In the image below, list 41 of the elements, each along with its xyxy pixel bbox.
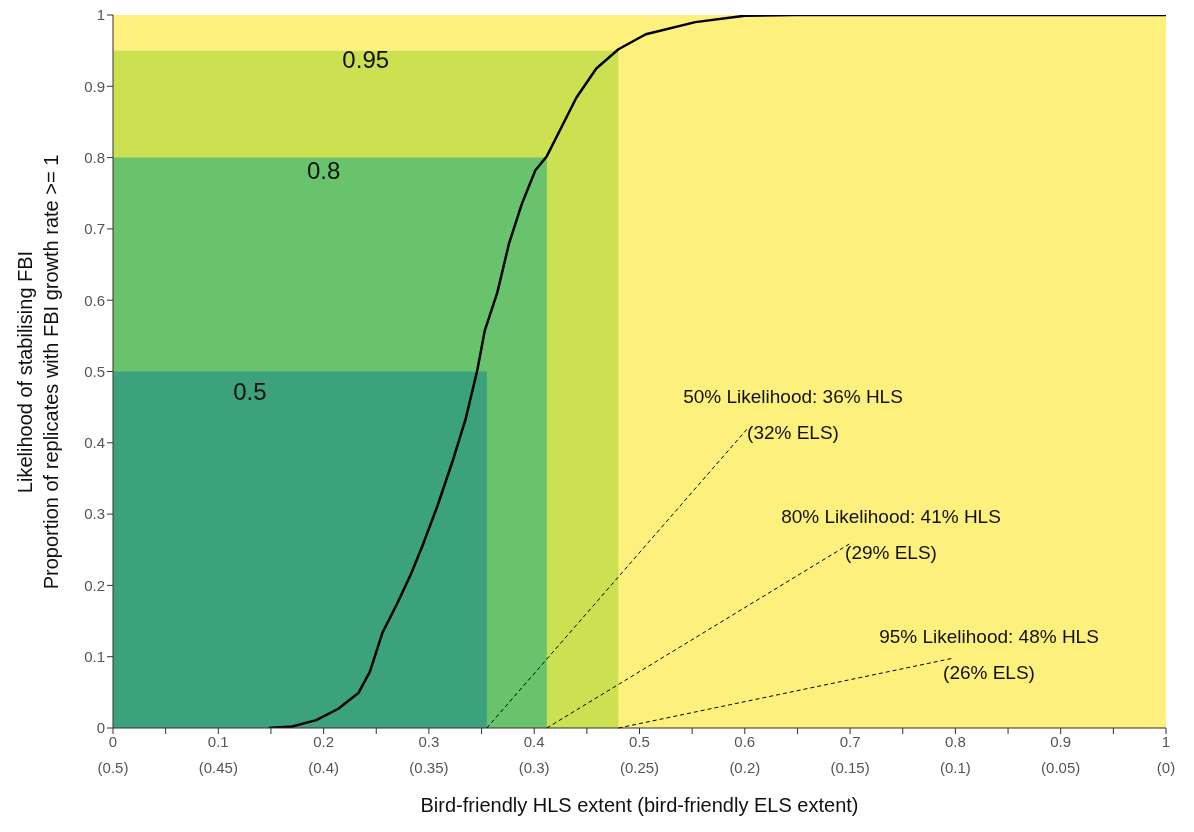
x-tick-label: 0.3: [418, 732, 440, 750]
x-tick-label: 0: [108, 732, 118, 750]
annotation: 80% Likelihood: 41% HLS (29% ELS): [781, 506, 1001, 563]
x2-tick-label: (0.45): [198, 758, 238, 776]
x2-tick-label: (0.4): [308, 758, 340, 776]
x-tick-label: 0.9: [1050, 732, 1072, 750]
annotation: 50% Likelihood: 36% HLS (32% ELS): [683, 386, 903, 443]
y-tick-label: 1: [96, 6, 105, 24]
y-tick-label: 0.9: [84, 77, 105, 95]
y-axis-title: Likelihood of stabilising FBI Proportion of replicates with FBI growth rate >= 1: [13, 154, 63, 589]
x2-tick-label: (0.35): [409, 758, 449, 776]
y-tick-label: 0.5: [84, 362, 105, 380]
x-tick-label: 0.6: [734, 732, 756, 750]
x-tick-label: 0.7: [839, 732, 861, 750]
x-tick-label: 0.1: [207, 732, 229, 750]
y-tick-label: 0.4: [84, 434, 105, 452]
x2-tick-label: (0.5): [97, 758, 129, 776]
x2-tick-label: (0.1): [939, 758, 971, 776]
x2-tick-label: (0.05): [1041, 758, 1081, 776]
annotation: 95% Likelihood: 48% HLS (26% ELS): [879, 626, 1099, 683]
y-tick-label: 0.2: [84, 576, 105, 594]
x-axis-title: Bird-friendly HLS extent (bird-friendly ELS extent): [419, 794, 860, 817]
annotation: 0.95: [342, 46, 390, 74]
x-tick-label: 0.8: [944, 732, 966, 750]
x-tick-label: 0.5: [629, 732, 650, 750]
x2-tick-label: (0.15): [830, 758, 870, 776]
x-tick-label: 1: [1161, 732, 1171, 750]
y-tick-label: 0.1: [84, 648, 105, 666]
x2-tick-label: (0.2): [729, 758, 761, 776]
x2-tick-label: (0.3): [518, 758, 550, 776]
x2-tick-label: (0): [1156, 758, 1176, 776]
y-tick-label: 0.7: [84, 220, 105, 238]
x-tick-label: 0.2: [313, 732, 335, 750]
x-tick-label: 0.4: [523, 732, 545, 750]
y-tick-label: 0.3: [84, 505, 105, 523]
y-tick-label: 0.6: [84, 291, 105, 309]
y-tick-label: 0: [96, 719, 105, 737]
x2-tick-label: (0.25): [619, 758, 660, 776]
annotation: 0.8: [306, 156, 341, 184]
annotation: 0.5: [233, 378, 267, 406]
y-tick-label: 0.8: [84, 148, 105, 166]
